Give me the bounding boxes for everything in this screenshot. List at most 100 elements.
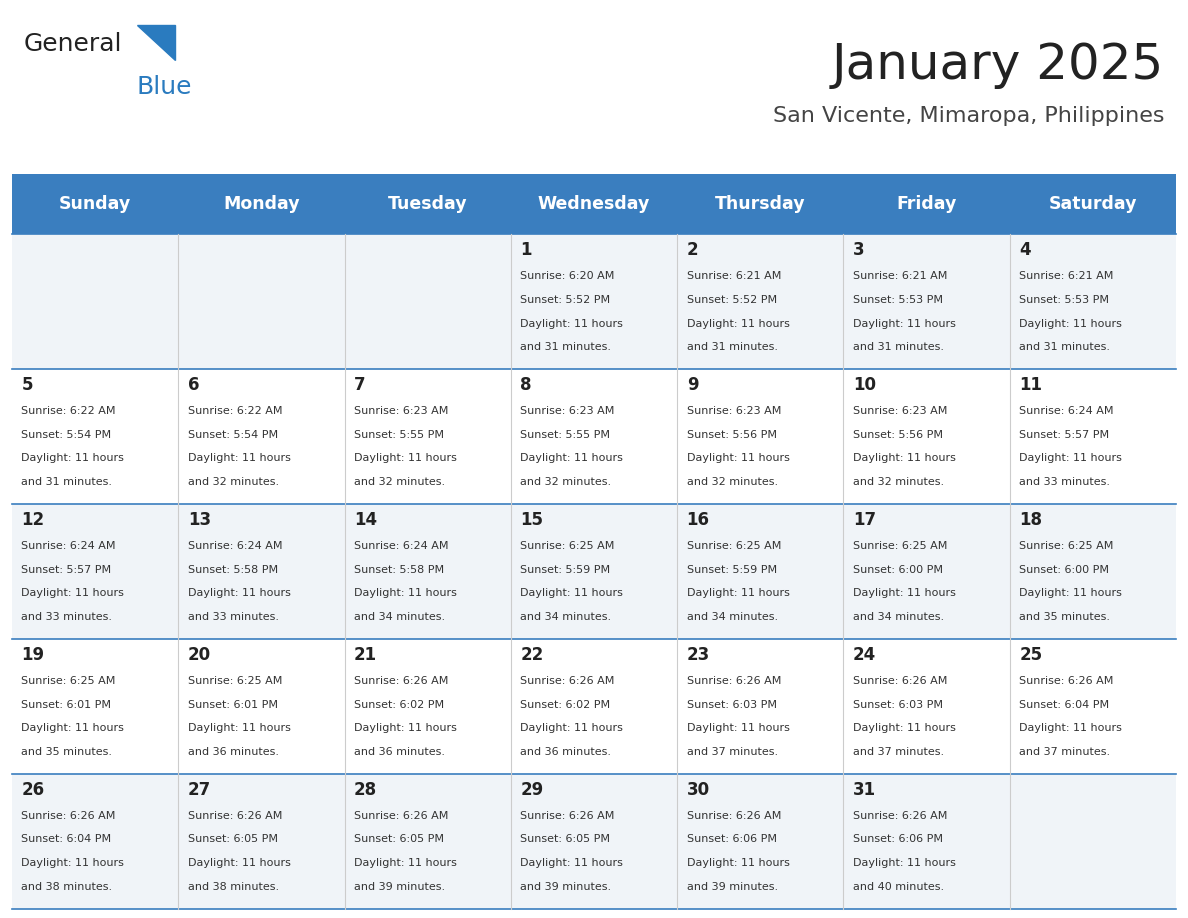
Text: and 32 minutes.: and 32 minutes. (853, 477, 944, 487)
Text: Sunrise: 6:25 AM: Sunrise: 6:25 AM (1019, 541, 1113, 551)
Bar (511, 234, 677, 369)
Text: Daylight: 11 hours: Daylight: 11 hours (687, 723, 790, 733)
Text: Sunrise: 6:24 AM: Sunrise: 6:24 AM (354, 541, 449, 551)
Bar (511, 639, 677, 774)
Text: Daylight: 11 hours: Daylight: 11 hours (354, 723, 457, 733)
Text: 31: 31 (853, 781, 876, 800)
Text: Sunset: 5:58 PM: Sunset: 5:58 PM (188, 565, 278, 575)
Text: Sunrise: 6:26 AM: Sunrise: 6:26 AM (188, 811, 282, 821)
Text: Daylight: 11 hours: Daylight: 11 hours (21, 723, 125, 733)
Bar (178, 369, 345, 504)
Bar (12, 639, 178, 774)
Text: and 34 minutes.: and 34 minutes. (853, 612, 944, 622)
Text: Sunrise: 6:26 AM: Sunrise: 6:26 AM (520, 811, 614, 821)
Text: Daylight: 11 hours: Daylight: 11 hours (853, 588, 956, 599)
Text: Sunrise: 6:24 AM: Sunrise: 6:24 AM (188, 541, 283, 551)
Text: Daylight: 11 hours: Daylight: 11 hours (520, 723, 624, 733)
Text: Daylight: 11 hours: Daylight: 11 hours (21, 588, 125, 599)
Text: Sunrise: 6:25 AM: Sunrise: 6:25 AM (520, 541, 614, 551)
Text: Daylight: 11 hours: Daylight: 11 hours (520, 319, 624, 329)
Text: 3: 3 (853, 241, 865, 260)
Text: and 36 minutes.: and 36 minutes. (354, 747, 446, 757)
Text: General: General (24, 32, 122, 56)
Text: and 33 minutes.: and 33 minutes. (1019, 477, 1111, 487)
Text: Daylight: 11 hours: Daylight: 11 hours (853, 319, 956, 329)
Text: Sunset: 6:02 PM: Sunset: 6:02 PM (520, 700, 611, 710)
Bar (12, 774, 178, 909)
Text: Friday: Friday (897, 196, 956, 213)
Text: Daylight: 11 hours: Daylight: 11 hours (188, 588, 291, 599)
Text: 2: 2 (687, 241, 699, 260)
Text: Thursday: Thursday (715, 196, 805, 213)
Text: Sunset: 6:04 PM: Sunset: 6:04 PM (1019, 700, 1110, 710)
Bar (178, 639, 345, 774)
Text: and 33 minutes.: and 33 minutes. (188, 612, 279, 622)
Text: Sunrise: 6:23 AM: Sunrise: 6:23 AM (687, 406, 781, 416)
Text: Wednesday: Wednesday (538, 196, 650, 213)
Text: Daylight: 11 hours: Daylight: 11 hours (354, 858, 457, 868)
Text: 19: 19 (21, 646, 44, 665)
Text: Sunrise: 6:26 AM: Sunrise: 6:26 AM (354, 676, 448, 686)
Text: Sunset: 6:01 PM: Sunset: 6:01 PM (21, 700, 112, 710)
Text: Daylight: 11 hours: Daylight: 11 hours (687, 319, 790, 329)
Text: Saturday: Saturday (1049, 196, 1137, 213)
Text: Monday: Monday (223, 196, 299, 213)
Text: Daylight: 11 hours: Daylight: 11 hours (520, 453, 624, 464)
Bar (178, 504, 345, 639)
Text: Sunset: 6:06 PM: Sunset: 6:06 PM (853, 834, 943, 845)
Text: Sunrise: 6:26 AM: Sunrise: 6:26 AM (687, 811, 781, 821)
Text: Sunrise: 6:25 AM: Sunrise: 6:25 AM (21, 676, 115, 686)
Text: Sunrise: 6:20 AM: Sunrise: 6:20 AM (520, 271, 614, 281)
Bar (677, 639, 843, 774)
Text: Sunset: 5:54 PM: Sunset: 5:54 PM (188, 430, 278, 440)
Text: Sunrise: 6:26 AM: Sunrise: 6:26 AM (1019, 676, 1113, 686)
Text: and 32 minutes.: and 32 minutes. (354, 477, 446, 487)
Bar (511, 504, 677, 639)
Text: 7: 7 (354, 376, 366, 395)
Text: and 31 minutes.: and 31 minutes. (687, 342, 778, 353)
Text: Daylight: 11 hours: Daylight: 11 hours (853, 723, 956, 733)
Bar (1010, 234, 1176, 369)
Text: Sunrise: 6:26 AM: Sunrise: 6:26 AM (354, 811, 448, 821)
Bar (12, 174, 178, 234)
Bar (677, 174, 843, 234)
Text: Sunset: 6:05 PM: Sunset: 6:05 PM (354, 834, 444, 845)
Text: Daylight: 11 hours: Daylight: 11 hours (1019, 453, 1123, 464)
Bar (178, 234, 345, 369)
Text: Daylight: 11 hours: Daylight: 11 hours (21, 858, 125, 868)
Text: Sunset: 5:55 PM: Sunset: 5:55 PM (520, 430, 611, 440)
Text: and 38 minutes.: and 38 minutes. (188, 882, 279, 892)
Text: and 39 minutes.: and 39 minutes. (687, 882, 778, 892)
Bar (677, 504, 843, 639)
Text: 10: 10 (853, 376, 876, 395)
Text: Sunrise: 6:26 AM: Sunrise: 6:26 AM (853, 676, 947, 686)
Text: and 37 minutes.: and 37 minutes. (1019, 747, 1111, 757)
Text: and 34 minutes.: and 34 minutes. (354, 612, 446, 622)
Text: 8: 8 (520, 376, 532, 395)
Bar (12, 369, 178, 504)
Bar (178, 174, 345, 234)
Text: January 2025: January 2025 (832, 41, 1164, 89)
Polygon shape (137, 25, 175, 60)
Bar (843, 774, 1010, 909)
Text: and 33 minutes.: and 33 minutes. (21, 612, 113, 622)
Text: Daylight: 11 hours: Daylight: 11 hours (188, 723, 291, 733)
Text: Daylight: 11 hours: Daylight: 11 hours (354, 453, 457, 464)
Text: Sunrise: 6:24 AM: Sunrise: 6:24 AM (1019, 406, 1114, 416)
Bar (178, 774, 345, 909)
Text: Tuesday: Tuesday (387, 196, 468, 213)
Text: Sunset: 5:54 PM: Sunset: 5:54 PM (21, 430, 112, 440)
Text: Daylight: 11 hours: Daylight: 11 hours (687, 858, 790, 868)
Text: Sunset: 5:55 PM: Sunset: 5:55 PM (354, 430, 444, 440)
Text: Sunrise: 6:26 AM: Sunrise: 6:26 AM (853, 811, 947, 821)
Text: 25: 25 (1019, 646, 1042, 665)
Bar (843, 234, 1010, 369)
Text: Daylight: 11 hours: Daylight: 11 hours (188, 453, 291, 464)
Text: 14: 14 (354, 511, 377, 530)
Text: Sunset: 6:00 PM: Sunset: 6:00 PM (853, 565, 943, 575)
Text: 11: 11 (1019, 376, 1042, 395)
Text: 22: 22 (520, 646, 544, 665)
Text: 26: 26 (21, 781, 44, 800)
Text: Sunrise: 6:22 AM: Sunrise: 6:22 AM (188, 406, 283, 416)
Bar (843, 504, 1010, 639)
